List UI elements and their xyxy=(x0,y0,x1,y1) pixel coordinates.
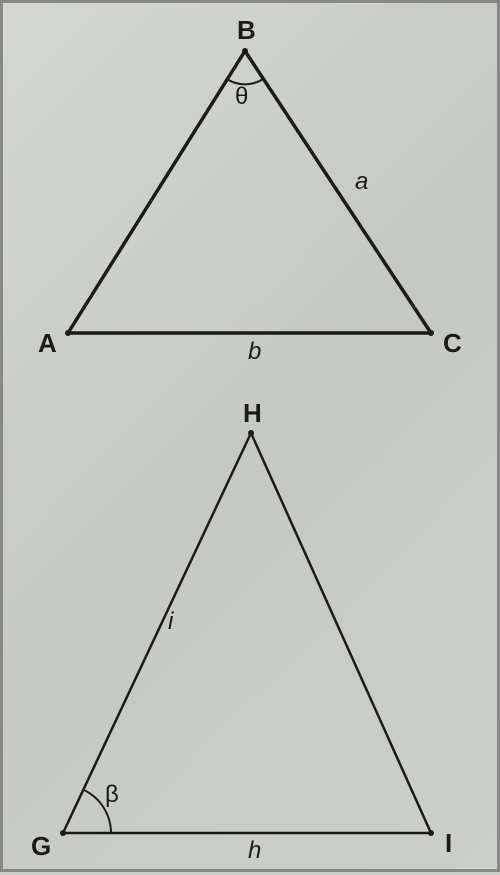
vertex-c-dot xyxy=(428,330,434,336)
vertex-g-dot xyxy=(60,830,66,836)
side-gh xyxy=(63,433,251,833)
vertex-c-label: C xyxy=(443,328,462,359)
vertex-a-label: A xyxy=(38,328,57,359)
vertex-i-label: I xyxy=(445,828,452,859)
vertex-b-label: B xyxy=(237,15,256,46)
vertex-a-dot xyxy=(65,330,71,336)
vertex-h-dot xyxy=(248,430,254,436)
angle-beta-label: β xyxy=(105,781,119,809)
angle-theta-label: θ xyxy=(235,83,248,111)
side-h-label: h xyxy=(248,837,261,865)
vertex-g-label: G xyxy=(31,831,51,862)
side-a-label: a xyxy=(355,168,368,196)
vertex-h-label: H xyxy=(243,398,262,429)
side-b-label: b xyxy=(248,338,261,366)
vertex-b-dot xyxy=(242,48,248,54)
side-ab xyxy=(68,51,245,333)
vertex-i-dot xyxy=(428,830,434,836)
triangle-ghi xyxy=(3,403,500,875)
side-bc xyxy=(245,51,431,333)
side-hi xyxy=(251,433,431,833)
side-i-label: i xyxy=(168,608,173,636)
diagram-container: A B C a b θ G H I i h β xyxy=(3,3,497,869)
